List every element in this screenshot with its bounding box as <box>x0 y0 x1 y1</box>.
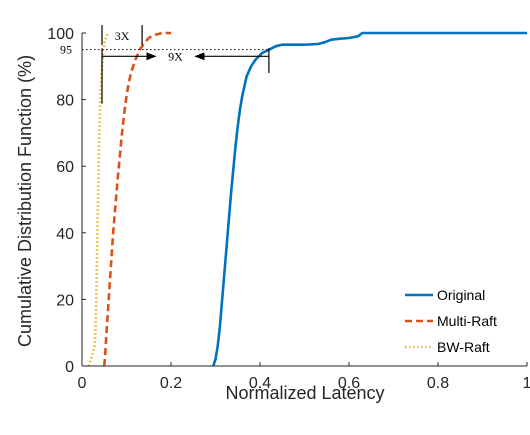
y-tick-label: 100 <box>47 26 74 43</box>
plot-area <box>87 31 527 367</box>
x-tick-label: 0.2 <box>160 375 182 392</box>
legend-label-multi-raft: Multi-Raft <box>437 313 497 329</box>
y-tick-label: 0 <box>65 359 74 376</box>
x-tick-label: 1 <box>523 375 530 392</box>
x-tick-label: 0.6 <box>338 375 360 392</box>
series-line-bw-raft <box>87 32 110 367</box>
axes: 0 0.2 0.4 0.6 0.8 1 0 20 40 60 80 100 <box>47 26 530 392</box>
series-line-multi-raft <box>102 31 171 367</box>
y-tick-label: 80 <box>56 93 74 110</box>
annotations: 95 3X 9X <box>60 25 270 104</box>
legend-label-original: Original <box>437 287 485 303</box>
y-tick-label: 40 <box>56 226 74 243</box>
legend-label-bw-raft: BW-Raft <box>437 339 490 355</box>
span-label-9x: 9X <box>168 49 183 63</box>
x-tick-label: 0.4 <box>249 375 271 392</box>
x-tick-label: 0 <box>78 375 87 392</box>
reference-label-95: 95 <box>60 43 72 57</box>
x-axis-label: Normalized Latency <box>225 383 384 403</box>
y-tick-label: 60 <box>56 159 74 176</box>
series-line-original <box>212 31 527 367</box>
y-axis-label: Cumulative Distribution Function (%) <box>15 55 35 347</box>
series-group <box>87 31 527 367</box>
x-tick-label: 0.8 <box>427 375 449 392</box>
y-tick-label: 20 <box>56 292 74 309</box>
span-label-3x: 3X <box>115 29 130 43</box>
legend: Original Multi-Raft BW-Raft <box>405 287 497 355</box>
